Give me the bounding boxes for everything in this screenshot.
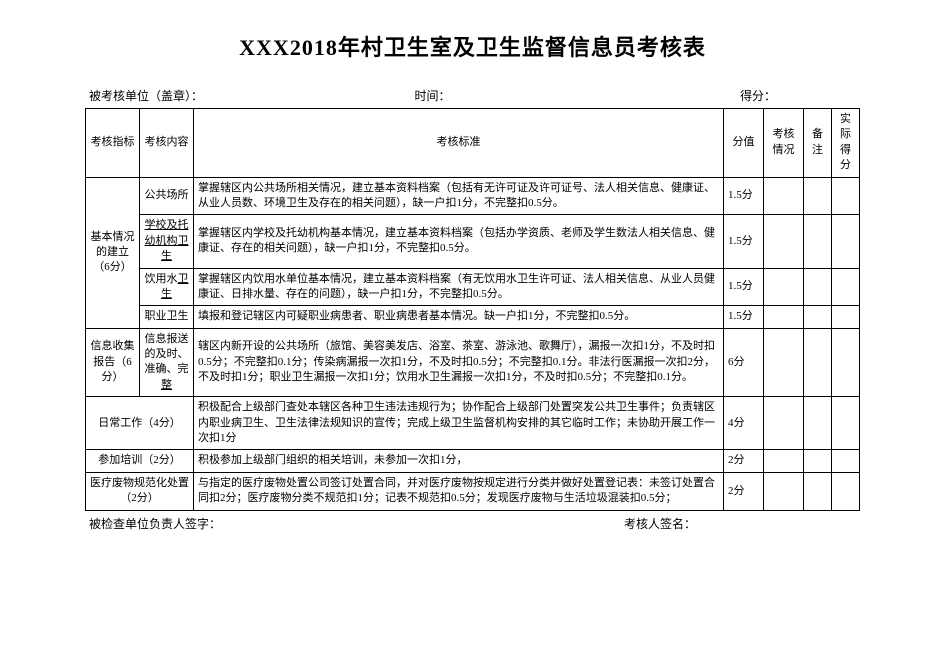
footer-right: 考核人签名： bbox=[624, 515, 856, 532]
cell-status bbox=[764, 215, 804, 268]
th-status: 考核情况 bbox=[764, 109, 804, 178]
cell-indicator: 参加培训（2分） bbox=[86, 450, 194, 472]
th-standard: 考核标准 bbox=[194, 109, 724, 178]
table-row: 日常工作（4分） 积极配合上级部门查处本辖区各种卫生违法违规行为；协作配合上级部… bbox=[86, 397, 860, 450]
cell-score: 1.5分 bbox=[724, 177, 764, 215]
cell-content: 职业卫生 bbox=[140, 306, 194, 328]
cell-content: 公共场所 bbox=[140, 177, 194, 215]
cell-remark bbox=[804, 177, 832, 215]
header-score: 得分： bbox=[547, 87, 856, 104]
cell-status bbox=[764, 397, 804, 450]
cell-remark bbox=[804, 306, 832, 328]
cell-remark bbox=[804, 328, 832, 397]
cell-standard: 掌握辖区内学校及托幼机构基本情况，建立基本资料档案（包括办学资质、老师及学生数法… bbox=[194, 215, 724, 268]
th-content: 考核内容 bbox=[140, 109, 194, 178]
cell-remark bbox=[804, 215, 832, 268]
cell-score: 4分 bbox=[724, 397, 764, 450]
cell-score: 2分 bbox=[724, 472, 764, 510]
cell-remark bbox=[804, 397, 832, 450]
cell-actual bbox=[832, 450, 860, 472]
cell-indicator: 日常工作（4分） bbox=[86, 397, 194, 450]
cell-status bbox=[764, 328, 804, 397]
cell-standard: 掌握辖区内饮用水单位基本情况，建立基本资料档案（有无饮用水卫生许可证、法人相关信… bbox=[194, 268, 724, 306]
cell-standard: 积极配合上级部门查处本辖区各种卫生违法违规行为；协作配合上级部门处置突发公共卫生… bbox=[194, 397, 724, 450]
table-row: 基本情况的建立（6分） 公共场所 掌握辖区内公共场所相关情况，建立基本资料档案（… bbox=[86, 177, 860, 215]
cell-actual bbox=[832, 328, 860, 397]
table-row: 参加培训（2分） 积极参加上级部门组织的相关培训，未参加一次扣1分， 2分 bbox=[86, 450, 860, 472]
cell-score: 2分 bbox=[724, 450, 764, 472]
cell-status bbox=[764, 306, 804, 328]
cell-indicator: 信息收集报告（6分） bbox=[86, 328, 140, 397]
cell-actual bbox=[832, 397, 860, 450]
cell-indicator: 基本情况的建立（6分） bbox=[86, 177, 140, 328]
cell-score: 1.5分 bbox=[724, 215, 764, 268]
cell-indicator: 医疗废物规范化处置（2分） bbox=[86, 472, 194, 510]
cell-score: 1.5分 bbox=[724, 268, 764, 306]
table-row: 饮用水卫生 掌握辖区内饮用水单位基本情况，建立基本资料档案（有无饮用水卫生许可证… bbox=[86, 268, 860, 306]
header-time: 时间： bbox=[318, 87, 547, 104]
cell-remark bbox=[804, 472, 832, 510]
header-line: 被考核单位（盖章）： 时间： 得分： bbox=[85, 87, 860, 104]
table-row: 医疗废物规范化处置（2分） 与指定的医疗废物处置公司签订处置合同，并对医疗废物按… bbox=[86, 472, 860, 510]
cell-status bbox=[764, 177, 804, 215]
header-unit: 被考核单位（盖章）： bbox=[89, 87, 318, 104]
cell-remark bbox=[804, 450, 832, 472]
cell-content: 学校及托幼机构卫生 bbox=[140, 215, 194, 268]
table-row: 信息收集报告（6分） 信息报送的及时、准确、完整 辖区内新开设的公共场所（旅馆、… bbox=[86, 328, 860, 397]
page-title: XXX2018年村卫生室及卫生监督信息员考核表 bbox=[85, 30, 860, 62]
table-row: 职业卫生 填报和登记辖区内可疑职业病患者、职业病患者基本情况。缺一户扣1分，不完… bbox=[86, 306, 860, 328]
th-remark: 备注 bbox=[804, 109, 832, 178]
table-header-row: 考核指标 考核内容 考核标准 分值 考核情况 备注 实际得分 bbox=[86, 109, 860, 178]
cell-score: 6分 bbox=[724, 328, 764, 397]
cell-actual bbox=[832, 215, 860, 268]
cell-standard: 掌握辖区内公共场所相关情况，建立基本资料档案（包括有无许可证及许可证号、法人相关… bbox=[194, 177, 724, 215]
table-row: 学校及托幼机构卫生 掌握辖区内学校及托幼机构基本情况，建立基本资料档案（包括办学… bbox=[86, 215, 860, 268]
th-score: 分值 bbox=[724, 109, 764, 178]
cell-standard: 与指定的医疗废物处置公司签订处置合同，并对医疗废物按规定进行分类并做好处置登记表… bbox=[194, 472, 724, 510]
cell-content: 饮用水卫生 bbox=[140, 268, 194, 306]
footer-line: 被检查单位负责人签字： 考核人签名： bbox=[85, 515, 860, 532]
cell-standard: 积极参加上级部门组织的相关培训，未参加一次扣1分， bbox=[194, 450, 724, 472]
cell-content: 信息报送的及时、准确、完整 bbox=[140, 328, 194, 397]
footer-left: 被检查单位负责人签字： bbox=[89, 515, 221, 532]
cell-status bbox=[764, 450, 804, 472]
cell-score: 1.5分 bbox=[724, 306, 764, 328]
cell-standard: 辖区内新开设的公共场所（旅馆、美容美发店、浴室、茶室、游泳池、歌舞厅），漏报一次… bbox=[194, 328, 724, 397]
cell-actual bbox=[832, 177, 860, 215]
cell-actual bbox=[832, 472, 860, 510]
cell-standard: 填报和登记辖区内可疑职业病患者、职业病患者基本情况。缺一户扣1分，不完整扣0.5… bbox=[194, 306, 724, 328]
cell-status bbox=[764, 472, 804, 510]
cell-status bbox=[764, 268, 804, 306]
cell-actual bbox=[832, 306, 860, 328]
th-indicator: 考核指标 bbox=[86, 109, 140, 178]
cell-actual bbox=[832, 268, 860, 306]
cell-remark bbox=[804, 268, 832, 306]
th-actual: 实际得分 bbox=[832, 109, 860, 178]
assessment-table: 考核指标 考核内容 考核标准 分值 考核情况 备注 实际得分 基本情况的建立（6… bbox=[85, 108, 860, 511]
